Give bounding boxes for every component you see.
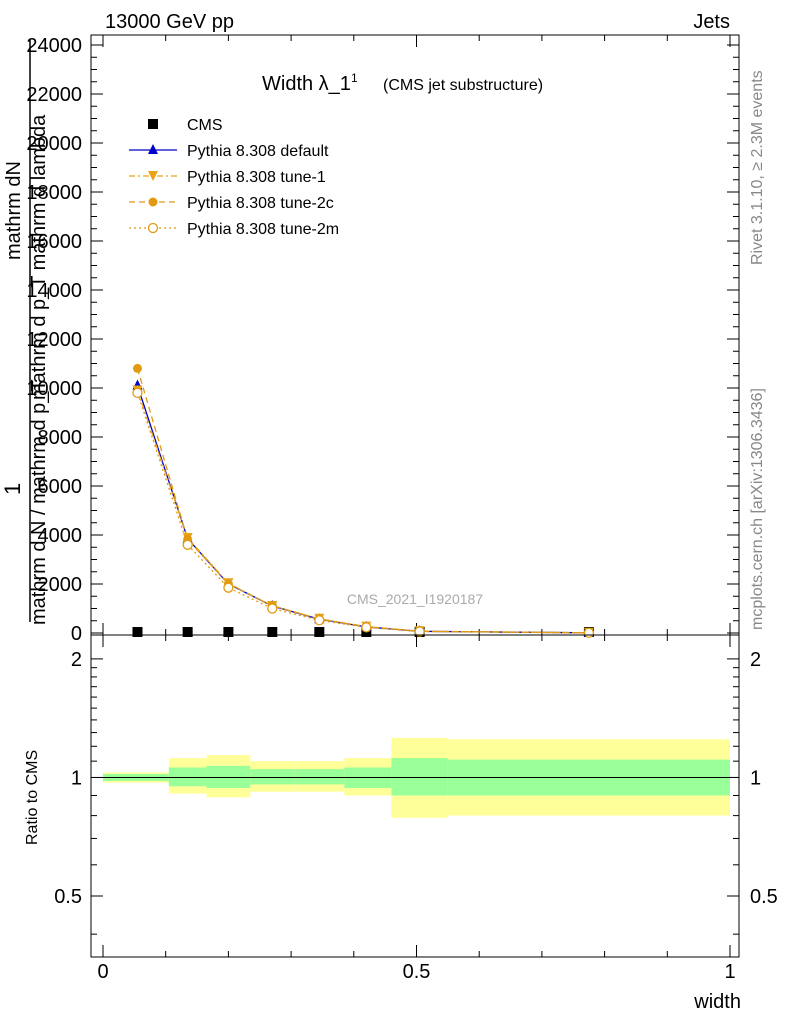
ratio-y-tick-label-right: 2 bbox=[750, 649, 761, 671]
main-y-tick-label: 6000 bbox=[38, 476, 83, 498]
ratio-x-tick-label: 0.5 bbox=[403, 961, 431, 983]
ylabel-one: 1 bbox=[0, 483, 25, 495]
data-point bbox=[148, 171, 158, 181]
mcplots-label: mcplots.cern.ch [arXiv:1306.3436] bbox=[749, 388, 766, 630]
data-point bbox=[132, 363, 142, 373]
series-line bbox=[136, 368, 589, 634]
ratio-y-tick-label-right: 1 bbox=[750, 767, 761, 789]
ratio-y-tick-label-right: 0.5 bbox=[750, 886, 778, 908]
data-point bbox=[583, 627, 595, 638]
legend-label: Pythia 8.308 tune-2c bbox=[187, 195, 334, 212]
main-y-tick-label: 14000 bbox=[26, 280, 82, 302]
data-point bbox=[414, 626, 425, 637]
ratio-plot: 0.5 0.5 1 1 2 2 0 0.5 1 Ratio to CMS width bbox=[24, 634, 778, 1013]
ratio-ticks: 0.5 0.5 1 1 2 2 0 0.5 1 bbox=[54, 635, 778, 983]
series-line bbox=[136, 392, 589, 634]
legend-label: Pythia 8.308 tune-1 bbox=[187, 169, 326, 186]
main-y-tick-label: 10000 bbox=[26, 378, 82, 400]
ratio-xlabel: width bbox=[693, 991, 741, 1013]
ylabel-fraction-top: mathrm d p_T mathrm d lambda bbox=[28, 114, 50, 400]
ratio-stat-band bbox=[294, 769, 345, 785]
data-point bbox=[132, 627, 143, 637]
data-point bbox=[314, 615, 325, 626]
main-y-tick-label: 22000 bbox=[26, 84, 82, 106]
ratio-stat-band bbox=[250, 769, 295, 785]
series-lines bbox=[136, 368, 589, 634]
main-title: Width λ_11 bbox=[262, 71, 358, 95]
data-point bbox=[182, 627, 193, 637]
main-y-tick-label: 16000 bbox=[26, 231, 82, 253]
main-y-tick-label: 2000 bbox=[38, 574, 83, 596]
main-y-tick-label: 24000 bbox=[26, 35, 82, 57]
ratio-stat-band bbox=[168, 767, 207, 787]
rivet-label: Rivet 3.1.10, ≥ 2.3M events bbox=[749, 70, 766, 265]
ratio-y-tick-label: 2 bbox=[71, 649, 82, 671]
data-point bbox=[361, 622, 372, 633]
process-label: 13000 GeV pp bbox=[105, 11, 234, 33]
ratio-x-tick-label: 1 bbox=[724, 961, 735, 983]
legend: CMS Pythia 8.308 default Pythia 8.308 tune… bbox=[129, 117, 339, 238]
ylabel-denominator: mathrm d N / mathrm d p_T bbox=[28, 379, 50, 625]
category-label: Jets bbox=[693, 11, 730, 33]
data-point bbox=[223, 582, 234, 593]
ratio-y-tick-label: 1 bbox=[71, 767, 82, 789]
main-subtitle: (CMS jet substructure) bbox=[383, 77, 543, 94]
main-y-tick-label: 0 bbox=[71, 623, 82, 645]
ratio-y-tick-label: 0.5 bbox=[54, 886, 82, 908]
data-point bbox=[267, 627, 278, 637]
series-markers bbox=[132, 363, 595, 638]
ratio-x-tick-label: 0 bbox=[97, 961, 108, 983]
main-y-ticks: 0 2000 4000 6000 8000 10000 12000 14000 16000 180… bbox=[26, 35, 739, 645]
ylabel-numerator: mathrm dN bbox=[3, 161, 25, 260]
main-y-tick-label: 12000 bbox=[26, 329, 82, 351]
main-y-tick-label: 4000 bbox=[38, 525, 83, 547]
legend-label: Pythia 8.308 default bbox=[187, 143, 329, 160]
data-point bbox=[314, 627, 325, 637]
data-point bbox=[182, 539, 193, 550]
data-point bbox=[148, 144, 158, 154]
watermark: CMS_2021_I1920187 bbox=[347, 591, 483, 607]
ratio-stat-band bbox=[391, 758, 448, 796]
ratio-plot-frame bbox=[90, 634, 740, 958]
main-y-tick-label: 20000 bbox=[26, 133, 82, 155]
main-y-tick-label: 8000 bbox=[38, 427, 83, 449]
data-point bbox=[223, 627, 234, 637]
legend-label: Pythia 8.308 tune-2m bbox=[187, 221, 339, 238]
ratio-ylabel: Ratio to CMS bbox=[24, 750, 41, 845]
legend-label: CMS bbox=[187, 117, 223, 134]
data-point bbox=[132, 387, 143, 399]
data-point bbox=[148, 197, 158, 207]
data-point bbox=[148, 119, 158, 129]
main-y-tick-label: 18000 bbox=[26, 182, 82, 204]
data-point bbox=[147, 222, 159, 234]
data-point bbox=[267, 603, 278, 614]
main-plot: 0 2000 4000 6000 8000 10000 12000 14000 16000 180… bbox=[0, 34, 740, 645]
